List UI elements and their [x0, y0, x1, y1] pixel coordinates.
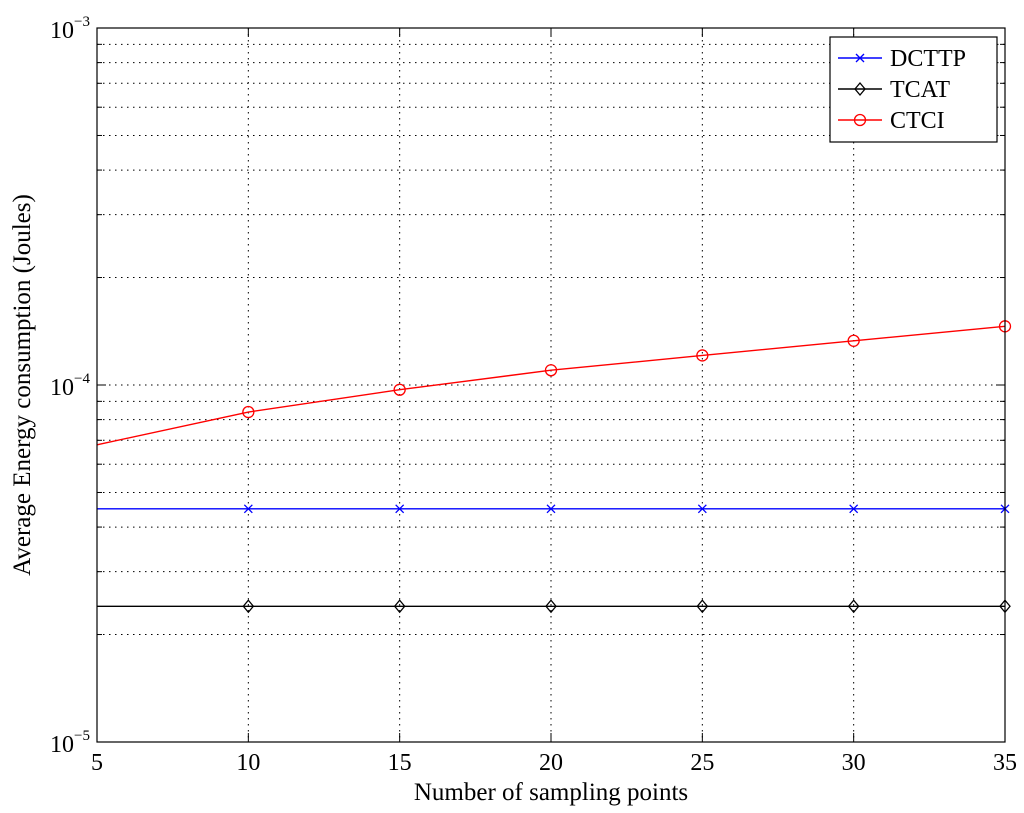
legend-label: CTCI: [890, 108, 945, 134]
x-axis-label: Number of sampling points: [414, 779, 688, 806]
legend-item-ctci: CTCI: [838, 108, 945, 134]
data-point-dcttp: [849, 504, 859, 514]
series-line-ctci: [96, 325, 1006, 446]
x-tick-label: 35: [993, 750, 1017, 776]
data-point-ctci: [242, 405, 255, 419]
y-tick-label: 10−3: [50, 14, 90, 44]
legend-label: DCTTP: [890, 46, 966, 72]
x-tick-label: 25: [690, 750, 714, 776]
legend-item-tcat: TCAT: [838, 77, 950, 103]
data-point-tcat: [847, 599, 860, 614]
series-group: [96, 320, 1012, 614]
x-tick-label: 15: [388, 750, 412, 776]
axis-ticks: 5 10 15 20 25 30 35 10−5 10−4 10−3: [50, 14, 1017, 776]
data-point-ctci: [847, 334, 860, 347]
legend: DCTTP TCAT CTCI: [829, 36, 998, 143]
y-axis-label: Average Energy consumption (Joules): [9, 194, 36, 576]
x-tick-label: 30: [842, 750, 866, 776]
x-tick-label: 10: [236, 750, 260, 776]
legend-item-dcttp: DCTTP: [838, 46, 966, 72]
data-point-dcttp: [243, 504, 253, 514]
data-point-tcat: [696, 599, 709, 614]
data-point-tcat: [393, 599, 406, 614]
data-point-ctci: [393, 383, 406, 396]
data-point-dcttp: [395, 504, 405, 514]
x-tick-label: 20: [539, 750, 563, 776]
data-point-tcat: [242, 599, 255, 614]
y-tick-label: 10−5: [50, 728, 90, 758]
y-tick-label: 10−4: [50, 371, 90, 401]
legend-label: TCAT: [890, 77, 950, 103]
data-point-dcttp: [697, 504, 707, 514]
legend-swatch-marker: [854, 81, 866, 97]
data-point-ctci: [544, 364, 558, 377]
data-point-dcttp: [546, 504, 556, 514]
x-tick-label: 5: [91, 750, 103, 776]
data-point-ctci: [696, 349, 709, 362]
legend-swatch-marker: [855, 53, 865, 63]
data-point-tcat: [545, 599, 557, 614]
legend-swatch-marker: [853, 113, 867, 127]
